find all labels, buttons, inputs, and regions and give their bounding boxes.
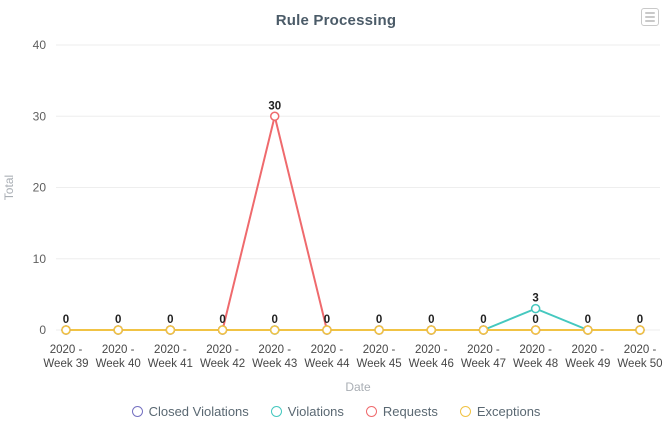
x-tick-label: Week 44 [304, 358, 350, 370]
y-tick-label: 20 [33, 181, 47, 195]
x-tick-label: Week 50 [617, 358, 662, 370]
x-tick-label: 2020 - [206, 344, 239, 356]
legend: Closed Violations Violations Requests Excep… [0, 404, 672, 419]
data-label: 0 [532, 314, 538, 326]
x-tick-label: 2020 - [363, 344, 396, 356]
x-tick-label: 2020 - [624, 344, 657, 356]
data-point [583, 325, 593, 335]
data-point [61, 325, 71, 335]
data-point [426, 325, 437, 335]
data-label: 0 [428, 314, 434, 326]
data-label: 0 [376, 314, 382, 326]
legend-ring-icon [365, 406, 377, 417]
legend-ring-icon [131, 406, 143, 417]
data-point [530, 303, 541, 314]
x-tick-label: 2020 - [50, 344, 83, 356]
x-tick-label: Week 43 [252, 358, 297, 370]
legend-label: Closed Violations [148, 404, 249, 419]
y-tick-label: 30 [33, 109, 47, 123]
data-label: 0 [219, 314, 225, 326]
series-line-violations [65, 307, 641, 331]
x-tick-label: Week 40 [96, 358, 141, 370]
x-tick-label: 2020 - [519, 344, 552, 356]
data-label: 0 [63, 314, 69, 326]
x-tick-label: 2020 - [102, 344, 135, 356]
data-point [269, 111, 280, 121]
data-point [113, 325, 123, 335]
data-point [269, 325, 280, 335]
data-point [322, 325, 332, 335]
data-label: 3 [532, 293, 538, 305]
y-tick-label: 0 [39, 323, 46, 337]
hamburger-menu-icon[interactable] [641, 8, 659, 26]
x-tick-label: 2020 - [311, 344, 344, 356]
series-line-requests [65, 115, 641, 331]
data-label: 0 [324, 314, 330, 326]
data-label: 0 [115, 314, 121, 326]
data-label: 0 [585, 314, 591, 326]
data-label: 0 [480, 314, 486, 326]
data-point [478, 325, 489, 335]
x-tick-label: Week 45 [356, 358, 401, 370]
x-tick-label: 2020 - [154, 344, 187, 356]
x-tick-label: 2020 - [258, 344, 291, 356]
data-label: 0 [637, 314, 643, 326]
x-tick-label: 2020 - [467, 344, 500, 356]
x-tick-label: Week 46 [409, 358, 454, 370]
data-point [530, 325, 541, 335]
y-tick-label: 10 [33, 252, 47, 266]
x-tick-label: Week 42 [200, 358, 245, 370]
legend-ring-icon [459, 406, 471, 417]
data-point [165, 325, 176, 335]
data-point [374, 325, 384, 335]
data-point [217, 325, 228, 335]
x-tick-label: Week 39 [43, 358, 88, 370]
x-axis-name: Date [345, 380, 371, 394]
chart-title: Rule Processing [275, 12, 397, 29]
legend-item-exceptions[interactable]: Exceptions [459, 404, 541, 419]
y-axis-name: Total [2, 175, 16, 200]
legend-label: Requests [382, 404, 438, 419]
legend-label: Violations [287, 404, 344, 419]
legend-label: Exceptions [476, 404, 541, 419]
data-label: 30 [268, 100, 281, 112]
data-point [635, 325, 645, 335]
legend-item-violations[interactable]: Violations [270, 404, 344, 419]
menu-bar [645, 12, 655, 14]
menu-bar [645, 20, 655, 22]
legend-ring-icon [270, 406, 282, 417]
legend-item-requests[interactable]: Requests [365, 404, 438, 419]
data-label: 0 [167, 314, 173, 326]
legend-item-closed-violations[interactable]: Closed Violations [131, 404, 249, 419]
x-tick-label: Week 48 [513, 358, 558, 370]
x-tick-label: 2020 - [415, 344, 448, 356]
x-tick-label: Week 41 [148, 358, 193, 370]
x-tick-label: Week 47 [461, 358, 506, 370]
menu-bar [645, 16, 655, 18]
x-tick-label: 2020 - [572, 344, 605, 356]
y-tick-label: 40 [33, 38, 47, 52]
x-tick-label: Week 49 [565, 358, 610, 370]
data-label: 0 [272, 314, 278, 326]
